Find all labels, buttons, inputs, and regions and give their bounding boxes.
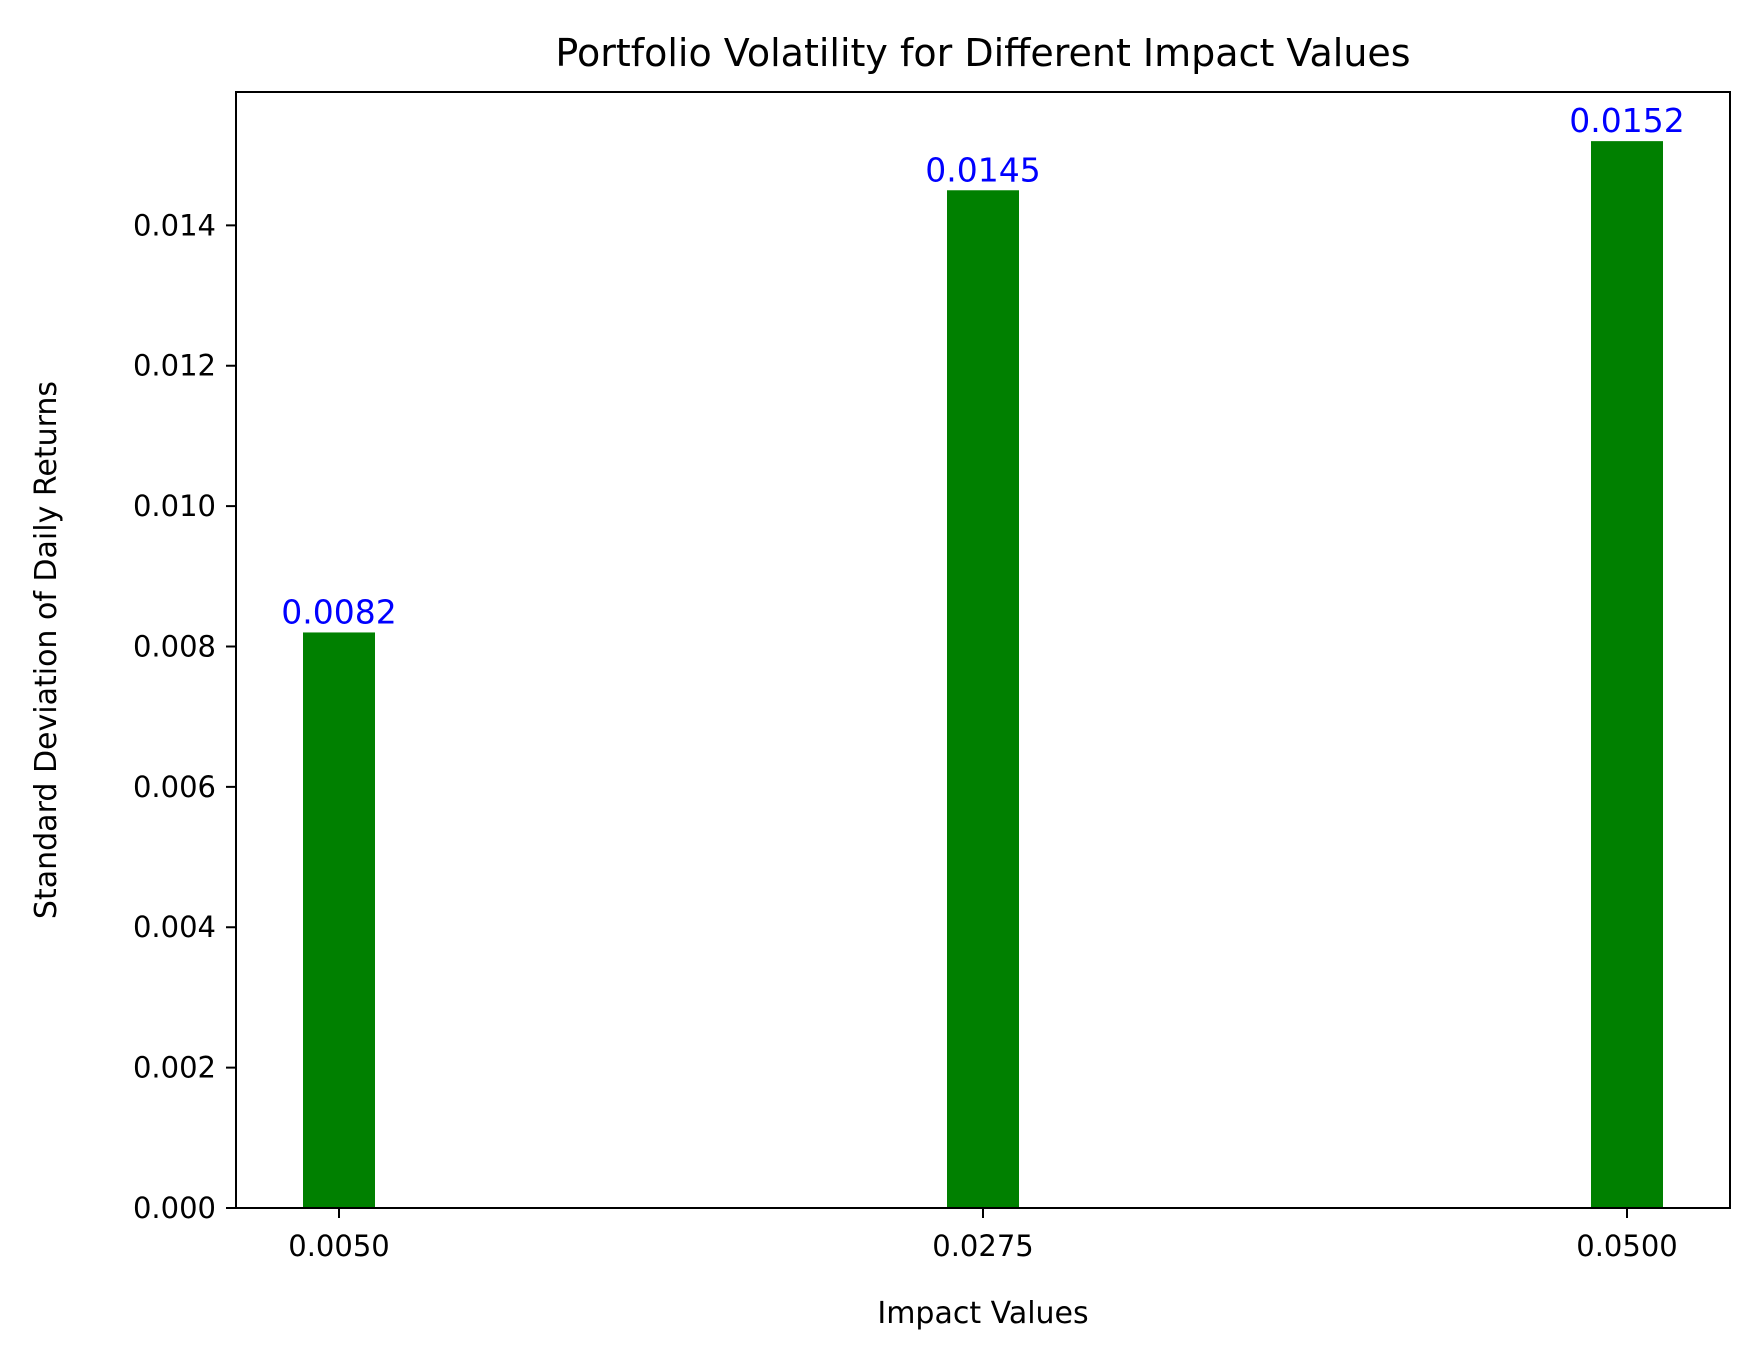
y-tick-label: 0.014 — [133, 208, 216, 242]
bar-value-label: 0.0082 — [281, 592, 396, 631]
x-axis-ticks: 0.0050 0.0275 0.0500 — [288, 1208, 1678, 1263]
bar — [1591, 141, 1663, 1208]
y-tick-label: 0.010 — [133, 489, 216, 523]
plot-frame — [235, 91, 1731, 1209]
x-tick-label: 0.0500 — [1576, 1229, 1677, 1263]
bar-value-labels: 0.0082 0.0145 0.0152 — [281, 101, 1684, 631]
x-tick-label: 0.0050 — [288, 1229, 389, 1263]
bar — [947, 190, 1019, 1208]
bar-value-label: 0.0152 — [1569, 101, 1684, 140]
x-tick-label: 0.0275 — [932, 1229, 1033, 1263]
y-tick-label: 0.006 — [133, 770, 216, 804]
y-tick-label: 0.004 — [133, 910, 216, 944]
x-axis-label: Impact Values — [877, 1296, 1088, 1331]
bar-value-label: 0.0145 — [925, 150, 1040, 189]
y-tick-label: 0.008 — [133, 629, 216, 663]
y-tick-label: 0.012 — [133, 349, 216, 383]
y-axis-ticks: 0.000 0.002 0.004 0.006 0.008 0.010 0.012 0.014 — [133, 208, 236, 1225]
y-tick-label: 0.000 — [133, 1191, 216, 1225]
y-tick-label: 0.002 — [133, 1051, 216, 1085]
y-axis-label: Standard Deviation of Daily Returns — [29, 381, 64, 919]
chart-title: Portfolio Volatility for Different Impac… — [555, 31, 1410, 75]
bars — [303, 141, 1663, 1208]
bar — [303, 632, 375, 1208]
